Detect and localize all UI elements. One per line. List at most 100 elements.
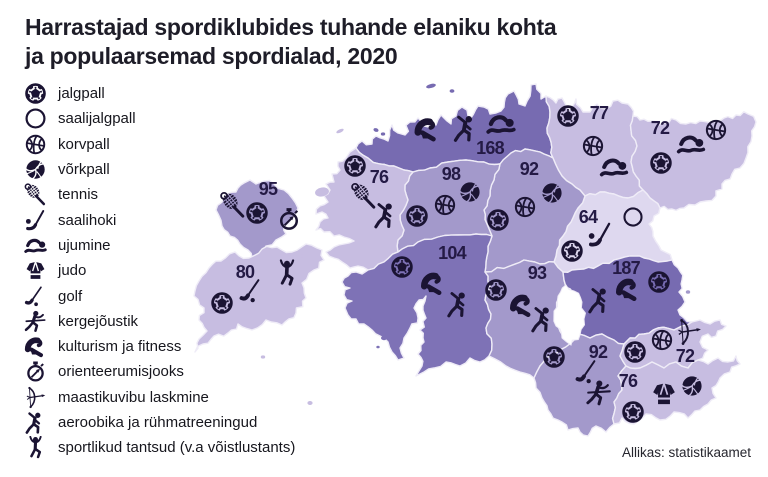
county-value: 92 <box>589 342 608 362</box>
legend-item-kergejoustik: kergejõustik <box>22 309 295 334</box>
county-data-laanemaa: 76 <box>343 154 394 229</box>
legend-label: saalihoki <box>58 211 117 229</box>
page-title: Harrastajad spordiklubides tuhande elani… <box>25 13 557 70</box>
county-data-raplamaa: 98 <box>405 164 480 227</box>
county-idavirumaa <box>629 111 757 212</box>
legend-item-orienteerumisjooks: orienteerumisjooks <box>22 359 295 384</box>
title-line-2: ja populaarsemad spordialad, 2020 <box>25 42 398 69</box>
legend-item-saalihoki: saalihoki <box>22 207 295 232</box>
county-data-jarvamaa: 92 <box>486 159 562 231</box>
county-value: 77 <box>590 103 609 123</box>
county-value: 98 <box>442 164 461 184</box>
vorkpall-icon <box>542 183 561 202</box>
county-value: 93 <box>528 263 547 283</box>
source-attribution: Allikas: statistikaamet <box>621 445 751 460</box>
islet <box>685 290 691 294</box>
islet <box>373 128 379 132</box>
legend-label: kergejõustik <box>58 312 139 330</box>
county-value: 80 <box>236 262 255 282</box>
saalihoki-icon <box>24 209 45 230</box>
islet <box>307 401 313 405</box>
county-value: 76 <box>619 371 638 391</box>
county-data-jogevamaa: 64 <box>560 207 643 262</box>
county-value: 72 <box>651 118 670 138</box>
legend-label: tennis <box>58 186 99 204</box>
islet <box>426 83 436 89</box>
vorkpall-icon <box>682 376 701 395</box>
legend-label: sportlikud tantsud (v.a võistlustants) <box>58 439 296 457</box>
orienteerumisjooks-icon <box>27 360 45 382</box>
legend-label: maastikuvibu laskmine <box>58 388 209 406</box>
tants-icon <box>28 436 43 459</box>
korvpall-icon <box>25 134 46 154</box>
kergejoustik-icon <box>24 309 47 333</box>
title-line-1: Harrastajad spordiklubides tuhande elani… <box>25 14 557 40</box>
lake-vortsjarv <box>553 284 587 346</box>
county-value: 76 <box>370 167 389 187</box>
county-data-vorumaa: 76 <box>619 371 702 423</box>
legend-item-jalgpall: jalgpall <box>22 81 295 106</box>
vorkpall-icon <box>24 158 47 181</box>
county-data-polvamaa: 72 <box>623 318 702 366</box>
counties <box>193 83 757 437</box>
county-value: 64 <box>579 207 598 227</box>
ujumine-icon <box>24 238 47 254</box>
legend-item-tennis: tennis <box>22 182 295 207</box>
county-value: 92 <box>520 159 539 179</box>
aeroobika-icon <box>25 411 43 434</box>
legend-item-kulturism: kulturism ja fitness <box>22 334 295 359</box>
islets <box>260 83 691 405</box>
jalgpall-icon <box>24 82 47 104</box>
legend-label: jalgpall <box>58 85 105 103</box>
county-value: 72 <box>676 346 695 366</box>
county-data-parnumaa: 104 <box>390 243 467 318</box>
legend-label: orienteerumisjooks <box>58 363 184 381</box>
county-data-laanevirumaa: 77 <box>556 103 626 175</box>
county-vorumaa <box>611 355 741 425</box>
islet <box>380 132 386 136</box>
county-data-idavirumaa: 72 <box>649 118 727 174</box>
legend-label: korvpall <box>58 135 110 153</box>
county-data-hiiumaa: 95 <box>220 179 299 230</box>
legend-label: ujumine <box>58 236 111 254</box>
legend-label: golf <box>58 287 83 305</box>
legend-label: kulturism ja fitness <box>58 338 182 356</box>
saalijalgpall-icon <box>25 108 46 129</box>
islet <box>449 89 455 93</box>
county-parnumaa <box>341 233 493 377</box>
islet <box>381 335 387 341</box>
county-value: 104 <box>438 243 466 263</box>
maastikuvibu-icon <box>26 385 47 409</box>
legend-label: saalijalgpall <box>58 110 136 128</box>
islet <box>336 128 344 134</box>
legend-item-maastikuvibu: maastikuvibu laskmine <box>22 385 295 410</box>
legend-item-korvpall: korvpall <box>22 132 295 157</box>
legend-item-ujumine: ujumine <box>22 233 295 258</box>
legend: jalgpall saalijalgpall korvpall võrkpall ten… <box>22 81 295 460</box>
legend-item-aeroobika: aeroobika ja rühmatreeningud <box>22 410 295 435</box>
islet <box>300 254 304 258</box>
islet <box>376 345 380 349</box>
county-data-viljandimaa: 93 <box>484 263 551 333</box>
vorkpall-icon <box>460 182 479 201</box>
county-data-saaremaa: 80 <box>210 258 295 314</box>
judo-icon <box>24 259 47 282</box>
county-data-tartumaa: 187 <box>587 258 671 314</box>
legend-label: aeroobika ja rühmatreeningud <box>58 414 258 431</box>
county-data-harjumaa: 168 <box>418 114 514 158</box>
islet <box>310 258 314 262</box>
county-value: 187 <box>612 258 640 278</box>
county-saaremaa <box>193 243 325 353</box>
golf-icon <box>24 285 43 308</box>
county-data-valgamaa: 92 <box>542 342 612 406</box>
legend-item-judo: judo <box>22 258 295 283</box>
legend-item-tants: sportlikud tantsud (v.a võistlustants) <box>22 435 295 460</box>
legend-label: võrkpall <box>58 161 110 179</box>
islet <box>260 355 266 359</box>
kulturism-icon <box>24 335 47 358</box>
legend-label: judo <box>58 262 87 280</box>
legend-item-vorkpall: võrkpall <box>22 157 295 182</box>
legend-item-golf: golf <box>22 283 295 308</box>
tennis-icon <box>24 183 47 206</box>
